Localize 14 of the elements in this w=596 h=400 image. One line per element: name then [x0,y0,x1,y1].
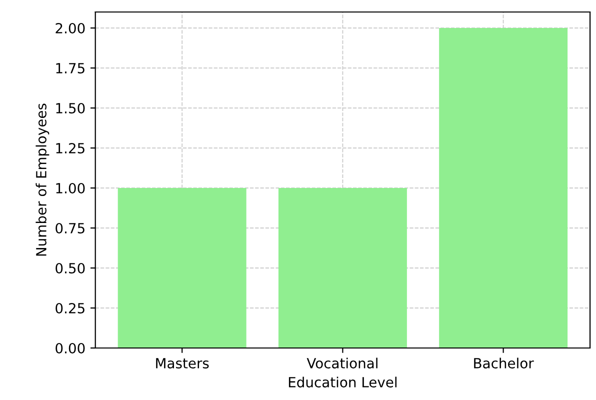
y-tick-label: 0.75 [56,222,84,234]
x-tick-label: Bachelor [474,358,534,368]
y-axis-title: Number of Employees [36,104,50,256]
y-tick-label: 1.00 [56,182,85,194]
y-tick-label: 0.00 [56,342,85,354]
y-tick-label: 1.25 [56,142,84,154]
y-tick-label: 0.50 [56,262,85,274]
y-tick-label: 1.75 [56,63,84,74]
y-tick-label: 0.25 [56,302,84,314]
x-axis-title: Education Level [288,376,397,388]
x-tick-label: Vocational [306,358,378,368]
y-tick-label: 1.50 [56,102,85,114]
y-tick-label: 2.00 [56,22,85,34]
x-tick-label: Masters [156,358,209,368]
